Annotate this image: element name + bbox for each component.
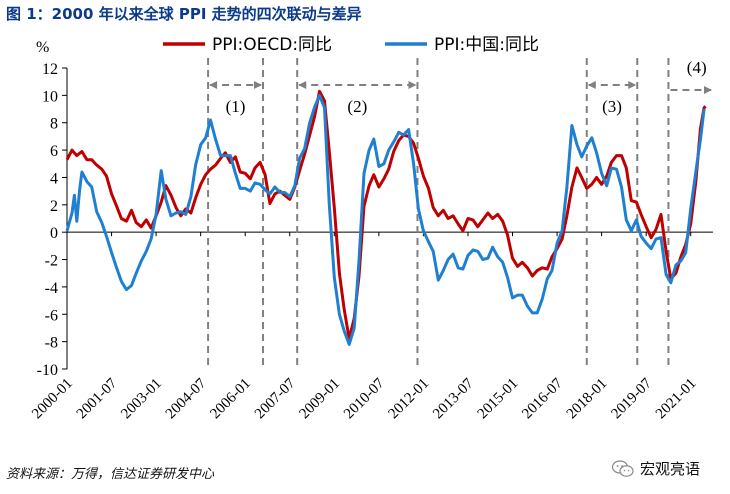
x-tick-label: 2007-07 xyxy=(252,375,299,422)
y-tick-label: -10 xyxy=(37,362,58,379)
brand-watermark: 宏观亮语 xyxy=(611,458,700,479)
arrow-head-right xyxy=(628,81,637,89)
series-layer xyxy=(65,89,707,346)
arrow-head-left xyxy=(587,81,596,89)
y-tick-label: -6 xyxy=(45,307,58,324)
y-tick-label: 6 xyxy=(50,143,58,160)
arrow-head-left xyxy=(298,81,307,89)
chart-legend: PPI:OECD:同比 PPI:中国:同比 xyxy=(163,35,539,55)
y-tick-label: -8 xyxy=(45,335,58,352)
x-tick-label: 2021-01 xyxy=(653,376,700,423)
y-tick-label: 4 xyxy=(50,170,58,187)
legend-label-china: PPI:中国:同比 xyxy=(434,35,539,55)
y-axis-unit-label: % xyxy=(36,39,49,56)
x-tick-label: 2000-01 xyxy=(29,376,76,423)
arrow-head-left xyxy=(209,81,218,89)
x-tick-label: 2019-07 xyxy=(608,375,655,422)
y-tick-label: 10 xyxy=(42,88,58,105)
annotation-layer: (1) (2) (3) (4) xyxy=(207,58,712,369)
legend-label-oecd: PPI:OECD:同比 xyxy=(212,35,332,55)
period-label: (2) xyxy=(347,97,367,116)
y-tick-label: 12 xyxy=(42,61,58,78)
x-tick-label: 2004-07 xyxy=(163,375,210,422)
brand-name: 宏观亮语 xyxy=(639,460,700,478)
x-tick-label: 2003-01 xyxy=(118,376,165,423)
period-label: (3) xyxy=(602,97,622,116)
x-tick-label: 2012-01 xyxy=(386,376,433,423)
x-tick-label: 2009-01 xyxy=(296,376,343,423)
wechat-icon xyxy=(611,459,634,477)
x-tick-label: 2013-07 xyxy=(430,375,477,422)
arrow-head-right xyxy=(704,86,712,94)
y-tick-label: 2 xyxy=(50,198,58,215)
series-line-china xyxy=(65,93,706,346)
y-tick-label: 0 xyxy=(50,225,58,242)
series-line-oecd xyxy=(65,89,707,341)
x-tick-label: 2006-01 xyxy=(207,376,254,423)
y-tick-label: 8 xyxy=(50,116,58,133)
y-tick-label: -4 xyxy=(45,280,58,297)
figure-title: 图 1：2000 年以来全球 PPI 走势的四次联动与差异 xyxy=(6,5,362,23)
arrow-head-right xyxy=(254,81,263,89)
arrow-head-right xyxy=(408,81,417,89)
x-tick-label: 2016-07 xyxy=(519,375,566,422)
period-label: (4) xyxy=(687,58,707,77)
x-tick-label: 2010-07 xyxy=(341,375,388,422)
period-label: (1) xyxy=(226,97,246,116)
source-note: 资料来源：万得，信达证券研发中心 xyxy=(6,467,215,482)
x-tick-label: 2018-01 xyxy=(564,376,611,423)
y-tick-label: -2 xyxy=(45,253,58,270)
x-tick-label: 2015-01 xyxy=(475,376,522,423)
x-tick-label: 2001-07 xyxy=(74,375,121,422)
